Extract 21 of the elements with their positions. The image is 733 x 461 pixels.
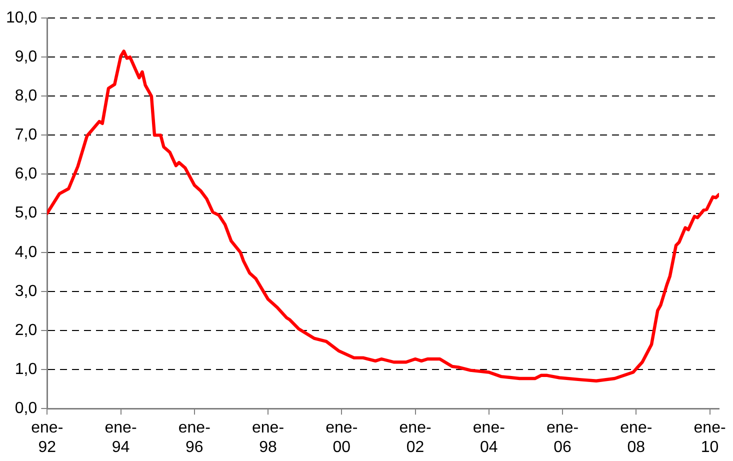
x-tick-label: ene-08 [620, 420, 652, 456]
y-tick-label: 2,0 [14, 322, 38, 339]
x-tick-label: ene-04 [472, 420, 505, 456]
y-tick-label: 1,0 [14, 360, 38, 378]
x-tick-label: ene-00 [326, 420, 358, 456]
y-tick-label: 9,0 [14, 48, 38, 66]
y-tick-label: 5,0 [14, 204, 38, 222]
y-tick-label: 10,0 [6, 9, 38, 26]
y-tick-label: 0,0 [14, 400, 38, 418]
y-tick-label: 4,0 [14, 244, 38, 261]
x-tick-label: ene-92 [31, 420, 64, 456]
y-tick-label: 7,0 [14, 126, 38, 144]
x-tick-label: ene-96 [178, 420, 210, 456]
x-tick-label: ene-98 [252, 420, 284, 456]
y-tick-label: 3,0 [14, 282, 38, 300]
x-tick-label: ene-02 [399, 420, 432, 456]
x-tick-label: ene-94 [104, 420, 137, 456]
x-tick-label: ene-06 [546, 420, 579, 456]
x-tick-label: ene-10 [694, 420, 726, 456]
y-tick-label: 6,0 [14, 166, 38, 183]
y-tick-label: 8,0 [14, 88, 38, 105]
